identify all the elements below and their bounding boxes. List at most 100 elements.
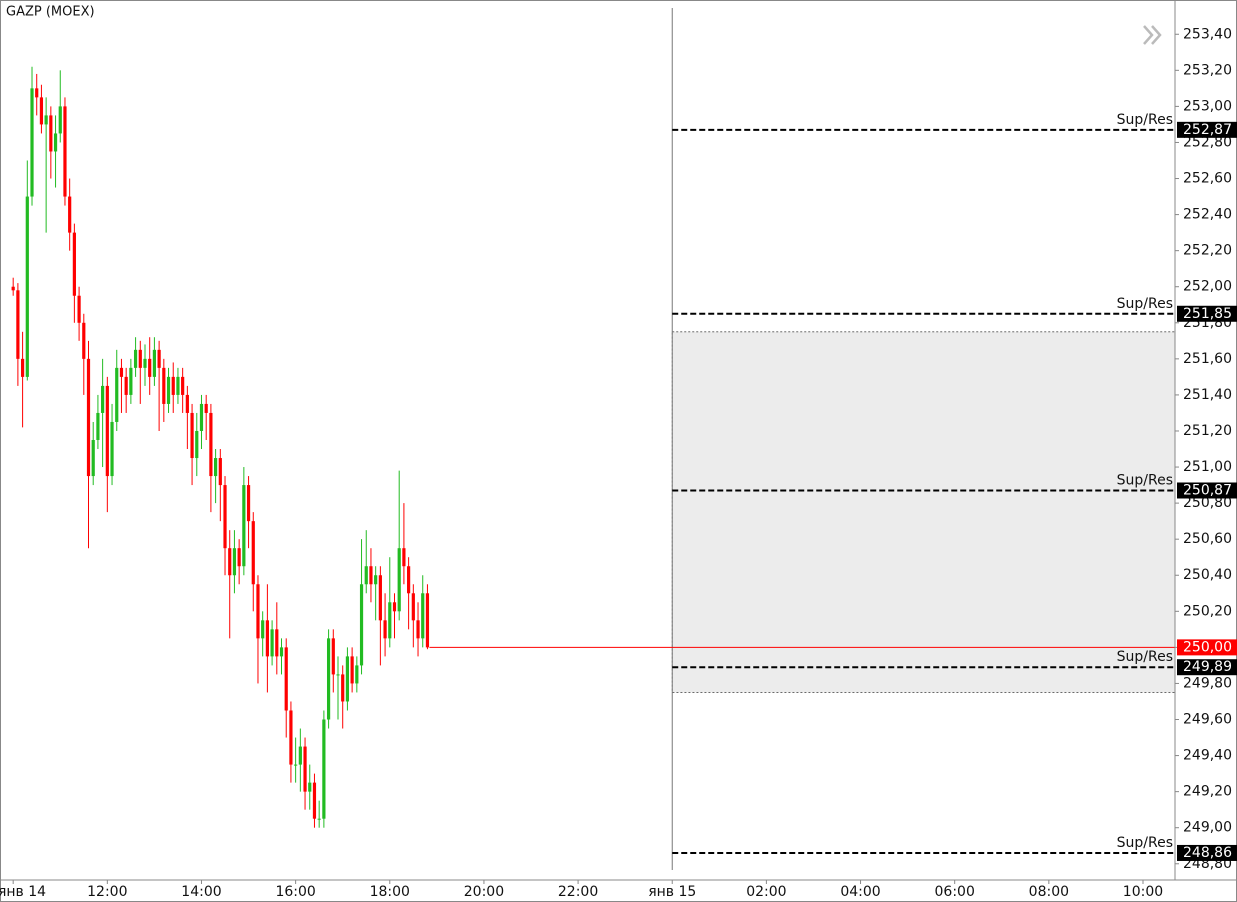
- candle-body: [246, 485, 251, 522]
- chart-title: GAZP (MOEX): [6, 5, 95, 20]
- candle-body: [374, 575, 378, 585]
- candle-body: [176, 376, 180, 395]
- candle-body: [341, 674, 345, 702]
- level-name: Sup/Res: [1117, 112, 1173, 128]
- candle-body: [133, 349, 138, 368]
- candle-body: [237, 548, 241, 567]
- candle-body: [228, 548, 232, 576]
- y-tick-label: 252,40: [1183, 207, 1232, 223]
- level-value-label: 252,87: [1183, 122, 1232, 138]
- candle-body: [181, 376, 185, 395]
- candle-body: [369, 566, 373, 585]
- level-value-label: 251,85: [1183, 306, 1232, 322]
- candle-body: [115, 367, 119, 422]
- candle-body: [204, 403, 208, 413]
- level-box: [1177, 482, 1237, 499]
- candle-body: [303, 746, 307, 792]
- y-tick-label: 253,20: [1183, 62, 1232, 78]
- level-value-label: 248,86: [1183, 845, 1232, 861]
- y-tick-label: 251,60: [1183, 351, 1232, 367]
- candle-body: [138, 349, 142, 368]
- y-tick-label: 249,40: [1183, 748, 1232, 764]
- y-tick-label: 252,60: [1183, 171, 1232, 187]
- candle-body: [209, 412, 213, 477]
- candle-body: [195, 430, 199, 459]
- candle-body: [214, 458, 218, 477]
- x-tick-label: 14:00: [181, 884, 221, 900]
- y-tick-label: 253,40: [1183, 26, 1232, 42]
- candle-body: [162, 367, 166, 404]
- candle-body: [124, 376, 128, 395]
- candle-body: [105, 385, 109, 477]
- candle-body: [171, 376, 175, 395]
- candle-body: [411, 593, 415, 621]
- candle-body: [49, 115, 53, 152]
- y-tick-label: 251,00: [1183, 459, 1232, 475]
- candle-body: [39, 97, 44, 125]
- y-tick-label: 250,80: [1183, 495, 1232, 511]
- candle-body: [86, 358, 91, 477]
- candle-body: [157, 349, 161, 368]
- candle-body: [242, 485, 246, 567]
- x-tick-label: 18:00: [370, 884, 410, 900]
- x-tick-label: 20:00: [464, 884, 504, 900]
- candle-body: [317, 818, 321, 820]
- y-tick-label: 250,60: [1183, 531, 1232, 547]
- candle-body: [284, 647, 288, 711]
- level-value-label: 249,89: [1183, 659, 1232, 675]
- candle-body: [261, 620, 265, 639]
- level-box: [1177, 844, 1237, 861]
- x-tick-label: 10:00: [1123, 884, 1163, 900]
- x-tick-label: 16:00: [275, 884, 315, 900]
- y-tick-label: 249,60: [1183, 712, 1232, 728]
- candle-body: [91, 440, 95, 477]
- candle-body: [82, 322, 86, 359]
- candle-body: [166, 376, 171, 404]
- collapse-icon[interactable]: [1143, 25, 1162, 45]
- candle-body: [322, 719, 326, 819]
- candle-body: [294, 764, 298, 766]
- candle-body: [232, 548, 237, 576]
- candle-body: [331, 638, 335, 675]
- y-tick-label: 249,20: [1183, 784, 1232, 800]
- candle-body: [148, 358, 152, 377]
- candle-body: [63, 106, 67, 197]
- candle-body: [143, 358, 147, 368]
- y-tick-label: 253,00: [1183, 98, 1232, 114]
- candle-body: [392, 602, 397, 612]
- candle-body: [68, 196, 72, 233]
- x-tick-label: янв 14: [0, 884, 46, 900]
- candle-body: [16, 290, 20, 359]
- candle-body: [11, 286, 15, 291]
- x-tick-label: 22:00: [558, 884, 598, 900]
- candle-body: [185, 394, 189, 413]
- y-tick-label: 252,00: [1183, 279, 1232, 295]
- candle-body: [308, 782, 312, 792]
- candle-body: [402, 548, 406, 567]
- y-tick-label: 250,20: [1183, 603, 1232, 619]
- candle-body: [345, 656, 350, 702]
- level-name: Sup/Res: [1117, 649, 1173, 665]
- level-name: Sup/Res: [1117, 472, 1173, 488]
- candle-body: [72, 232, 76, 296]
- candle-body: [275, 629, 279, 657]
- candle-body: [77, 295, 81, 323]
- y-tick-label: 252,80: [1183, 134, 1232, 150]
- candle-body: [30, 88, 34, 197]
- level-box: [1177, 305, 1237, 322]
- x-tick-label: 04:00: [840, 884, 880, 900]
- candle-body: [218, 458, 222, 486]
- candle-body: [44, 115, 48, 125]
- y-tick-label: 249,00: [1183, 820, 1232, 836]
- zone: [671, 331, 1176, 693]
- candle-body: [223, 485, 227, 549]
- y-tick-label: 251,20: [1183, 423, 1232, 439]
- candle-body: [270, 629, 274, 657]
- candle-body: [256, 584, 260, 639]
- level-box: [1177, 659, 1237, 676]
- y-tick-label: 252,20: [1183, 243, 1232, 259]
- level-name: Sup/Res: [1117, 835, 1173, 851]
- candle-body: [397, 548, 401, 612]
- candle-body: [378, 575, 382, 621]
